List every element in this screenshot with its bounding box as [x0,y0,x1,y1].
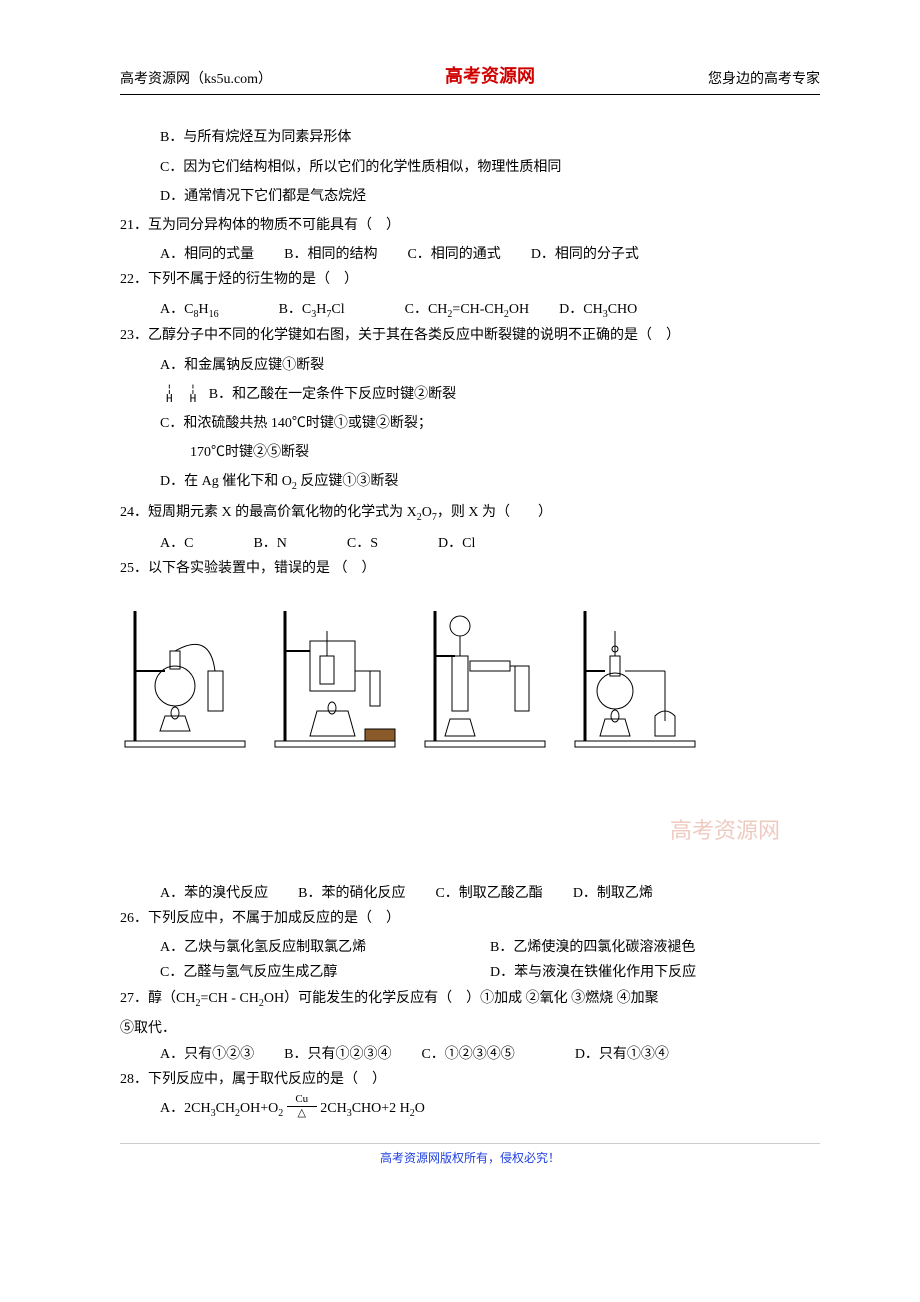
q25-apparatus-diagram [120,591,820,751]
q20-option-b: B．与所有烷烃互为同素异形体 [160,125,820,150]
q20-option-d: D．通常情况下它们都是气态烷烃 [160,184,820,209]
q25-a: A．苯的溴代反应 [160,881,268,906]
q23-stem: 23．乙醇分子中不同的化学键如右图，关于其在各类反应中断裂键的说明不正确的是（ … [120,323,820,348]
q28-a: A．2CH3CH2OH+O2 Cu △ 2CH3CHO+2 H2O [160,1096,820,1123]
watermark-text: 高考资源网 [120,811,780,851]
q22-options: A．C8H16 B．C3H7Cl C．CH2=CH-CH2OH D．CH3CHO [160,297,820,324]
q22-a: A．C8H16 [160,297,219,324]
apparatus-c-icon [420,601,550,751]
q26-row2: C．乙醛与氢气反应生成乙醇 D．苯与液溴在铁催化作用下反应 [160,960,820,985]
q24-a: A．C [160,531,193,556]
header-center-logo: 高考资源网 [445,60,535,92]
q25-b: B．苯的硝化反应 [298,881,405,906]
q24-d: D．Cl [438,531,475,556]
q24-options: A．C B．N C．S D．Cl [160,531,820,556]
q21-options: A．相同的式量 B．相同的结构 C．相同的通式 D．相同的分子式 [160,242,820,267]
q21-a: A．相同的式量 [160,242,254,267]
q26-c: C．乙醛与氢气反应生成乙醇 [160,960,490,985]
q24-b: B．N [253,531,286,556]
q22-b: B．C3H7Cl [279,297,345,324]
q27-stem-line2: ⑤取代． [120,1016,820,1041]
q21-b: B．相同的结构 [284,242,377,267]
ethanol-hh-diagram: ¦ ¦ H H [160,384,205,404]
header-right: 您身边的高考专家 [708,67,820,92]
q27-options: A．只有①②③ B．只有①②③④ C．①②③④⑤ D．只有①③④ [160,1042,820,1067]
q23-hh-b: ¦ ¦ H H B．和乙酸在一定条件下反应时键②断裂 [160,382,820,407]
q27-b: B．只有①②③④ [284,1042,391,1067]
q22-c: C．CH2=CH-CH2OH [405,297,530,324]
q25-c: C．制取乙酸乙酯 [435,881,542,906]
q28-stem: 28．下列反应中，属于取代反应的是（ ） [120,1067,820,1092]
reaction-arrow-icon: Cu △ [287,1094,317,1119]
q26-d: D．苯与液溴在铁催化作用下反应 [490,960,820,985]
page-footer: 高考资源网版权所有，侵权必究！ [120,1143,820,1170]
q23-c1: C．和浓硫酸共热 140℃时键①或键②断裂； [160,411,820,436]
q23-b: B．和乙酸在一定条件下反应时键②断裂 [209,387,456,402]
q21-c: C．相同的通式 [407,242,500,267]
q27-a: A．只有①②③ [160,1042,254,1067]
q27-d: D．只有①③④ [575,1042,669,1067]
apparatus-b-icon [270,601,400,751]
q24-c: C．S [347,531,378,556]
q26-stem: 26．下列反应中，不属于加成反应的是（ ） [120,906,820,931]
q24-stem: 24．短周期元素 X 的最高价氧化物的化学式为 X2O7，则 X 为（ ） [120,500,820,527]
q22-stem: 22．下列不属于烃的衍生物的是（ ） [120,267,820,292]
apparatus-a-icon [120,601,250,751]
apparatus-d-icon [570,601,700,751]
q22-d: D．CH3CHO [559,297,637,324]
q23-d: D．在 Ag 催化下和 O2 反应键①③断裂 [160,469,820,496]
page-header: 高考资源网（ks5u.com） 高考资源网 您身边的高考专家 [120,60,820,95]
q25-options: A．苯的溴代反应 B．苯的硝化反应 C．制取乙酸乙酯 D．制取乙烯 [160,881,820,906]
q23-c2: 170℃时键②⑤断裂 [190,440,820,465]
q25-stem: 25．以下各实验装置中，错误的是 （ ） [120,556,820,581]
q21-stem: 21．互为同分异构体的物质不可能具有（ ） [120,213,820,238]
q20-option-c: C．因为它们结构相似，所以它们的化学性质相似，物理性质相同 [160,155,820,180]
q26-b: B．乙烯使溴的四氯化碳溶液褪色 [490,935,820,960]
q26-row1: A．乙炔与氯化氢反应制取氯乙烯 B．乙烯使溴的四氯化碳溶液褪色 [160,935,820,960]
q27-c: C．①②③④⑤ [421,1042,514,1067]
header-left: 高考资源网（ks5u.com） [120,67,272,92]
q27-stem: 27．醇（CH2=CH - CH2OH）可能发生的化学反应有（ ）①加成 ②氧化… [120,986,820,1013]
q21-d: D．相同的分子式 [531,242,639,267]
q23-a: A．和金属钠反应键①断裂 [160,353,820,378]
q26-a: A．乙炔与氯化氢反应制取氯乙烯 [160,935,490,960]
q25-d: D．制取乙烯 [573,881,653,906]
